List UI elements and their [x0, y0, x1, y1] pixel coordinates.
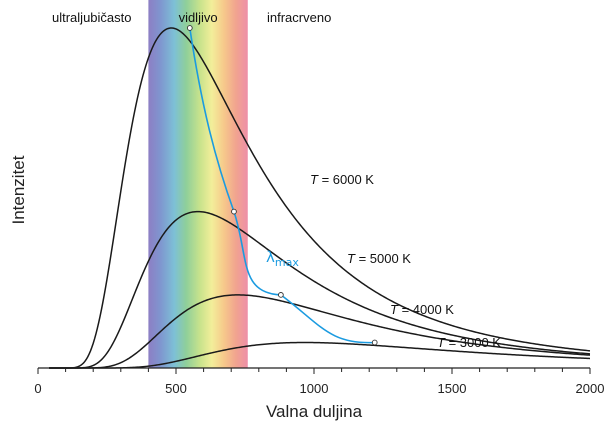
visible-spectrum-band: [148, 0, 248, 368]
x-tick-label: 1500: [438, 381, 467, 396]
region-label: vidljivo: [179, 10, 218, 25]
lambda-max-label: λmax: [266, 248, 299, 269]
intensity-curves: [49, 27, 591, 369]
x-tick-label: 0: [34, 381, 41, 396]
curve-3000k: [49, 341, 591, 369]
curve-label-6000k: T = 6000 K: [310, 172, 374, 187]
region-labels: ultraljubičasto vidljivo infracrveno: [52, 10, 331, 25]
x-axis-title: Valna duljina: [266, 402, 363, 421]
curve-label-4000k: T = 4000 K: [390, 302, 454, 317]
y-axis-title: Intenzitet: [9, 155, 28, 224]
x-tick-label: 1000: [300, 381, 329, 396]
lambda-max-line: [189, 27, 375, 344]
peak-marker-3000k: [371, 339, 378, 346]
curve-label-5000k: T = 5000 K: [347, 251, 411, 266]
region-label: ultraljubičasto: [52, 10, 132, 25]
region-label: infracrveno: [267, 10, 331, 25]
peak-marker-4000k: [278, 292, 284, 298]
curve-6000k: [49, 27, 591, 369]
curve-5000k: [49, 210, 591, 369]
x-tick-label: 500: [165, 381, 187, 396]
peak-marker-5000k: [231, 208, 237, 215]
curve-labels: T = 6000 K T = 5000 K T = 4000 K T = 3000 K: [310, 172, 501, 350]
curve-4000k: [49, 294, 591, 369]
peak-marker-6000k: [186, 25, 193, 31]
x-tick-label: 2000: [576, 381, 605, 396]
x-ticks: 0 500 1000 1500 2000: [34, 368, 604, 396]
curve-label-3000k: T = 3000 K: [437, 335, 501, 350]
peak-markers: [186, 25, 378, 346]
